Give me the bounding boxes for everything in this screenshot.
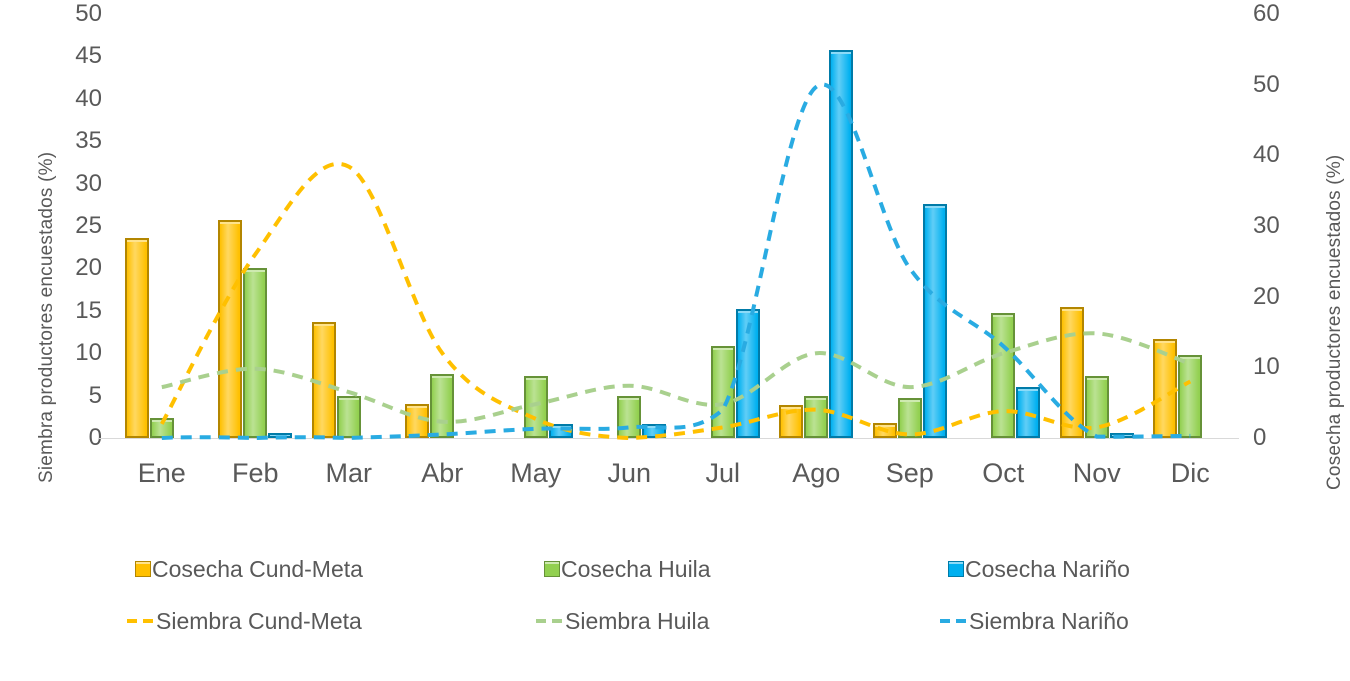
month-label: Jul xyxy=(705,458,740,488)
month-label: Dic xyxy=(1170,458,1210,488)
right-axis-tick-label: 50 xyxy=(1253,70,1280,98)
right-axis-title: Cosecha productores encuestados (%) xyxy=(1324,154,1345,490)
bar-cosecha-cund-meta xyxy=(218,220,243,438)
bar-cosecha-huila xyxy=(897,398,922,438)
legend-item-siembra-cund-meta: Siembra Cund-Meta xyxy=(127,608,362,634)
legend-label: Cosecha Huila xyxy=(561,555,711,582)
line-siembra-nariño xyxy=(161,82,1191,441)
legend-item-siembra-nariño: Siembra Nariño xyxy=(940,608,1129,634)
bar-cosecha-huila xyxy=(1178,354,1203,438)
month-label: May xyxy=(510,458,562,488)
legend-dash-icon xyxy=(940,619,967,623)
month-label: Mar xyxy=(325,458,373,488)
legend-dash-icon xyxy=(127,619,154,623)
month-label: Ago xyxy=(792,458,841,488)
left-axis-tick-label: 40 xyxy=(75,84,102,112)
legend-label: Siembra Nariño xyxy=(969,607,1129,634)
legend-label: Siembra Cund-Meta xyxy=(156,607,362,634)
bar-cosecha-huila xyxy=(617,396,642,438)
right-axis-tick-label: 40 xyxy=(1253,141,1280,169)
legend-item-cosecha-huila: Cosecha Huila xyxy=(544,556,711,582)
bar-cosecha-cund-meta xyxy=(124,237,149,438)
line-siembra-cund-meta xyxy=(160,162,1192,441)
plot-area xyxy=(115,14,1237,441)
month-label: Nov xyxy=(1072,458,1121,488)
right-axis-tick-label: 10 xyxy=(1253,353,1280,381)
bar-cosecha-nariño xyxy=(922,203,947,438)
bar-cosecha-huila xyxy=(336,395,361,438)
line-siembra-huila xyxy=(161,331,1191,424)
bar-cosecha-nariño xyxy=(735,309,760,438)
line-series-layer xyxy=(160,82,1192,441)
month-label: Oct xyxy=(982,458,1025,488)
left-axis-tick-label: 0 xyxy=(88,424,102,451)
right-axis-tick-label: 60 xyxy=(1253,0,1280,27)
month-label: Feb xyxy=(231,458,279,488)
legend-square-icon xyxy=(948,561,964,577)
left-axis-tick-label: 5 xyxy=(88,381,102,409)
month-label: Ene xyxy=(137,458,186,488)
left-axis-tick-label: 45 xyxy=(75,42,102,70)
left-axis-tick-label: 15 xyxy=(75,296,102,324)
right-axis-tick-label: 30 xyxy=(1253,212,1280,239)
month-label: Sep xyxy=(885,458,934,488)
month-label: Abr xyxy=(421,458,464,488)
month-label: Jun xyxy=(607,458,652,488)
legend-item-cosecha-cund-meta: Cosecha Cund-Meta xyxy=(135,556,363,582)
left-axis-tick-label: 35 xyxy=(75,127,102,155)
left-axis-tick-label: 30 xyxy=(75,169,102,197)
legend-label: Cosecha Cund-Meta xyxy=(152,555,363,582)
x-axis-line xyxy=(98,438,1239,439)
left-axis-tick-label: 25 xyxy=(75,212,102,239)
bar-cosecha-huila xyxy=(804,396,829,438)
legend-square-icon xyxy=(135,561,151,577)
bar-cosecha-huila xyxy=(243,268,268,438)
left-axis-tick-label: 10 xyxy=(75,339,102,367)
left-axis-tick-label: 20 xyxy=(75,254,102,282)
bar-cosecha-huila xyxy=(710,345,735,438)
bar-cosecha-huila xyxy=(430,374,455,438)
legend-square-icon xyxy=(544,561,560,577)
right-axis-tick-label: 20 xyxy=(1253,282,1280,310)
bar-cosecha-huila xyxy=(991,312,1016,438)
right-axis-tick-label: 0 xyxy=(1253,424,1267,451)
legend-item-siembra-huila: Siembra Huila xyxy=(536,608,709,634)
legend-item-cosecha-nariño: Cosecha Nariño xyxy=(948,556,1130,582)
legend-dash-icon xyxy=(536,619,563,623)
legend-label: Cosecha Nariño xyxy=(965,555,1130,582)
legend-label: Siembra Huila xyxy=(565,607,710,634)
left-axis-tick-label: 50 xyxy=(75,0,102,27)
